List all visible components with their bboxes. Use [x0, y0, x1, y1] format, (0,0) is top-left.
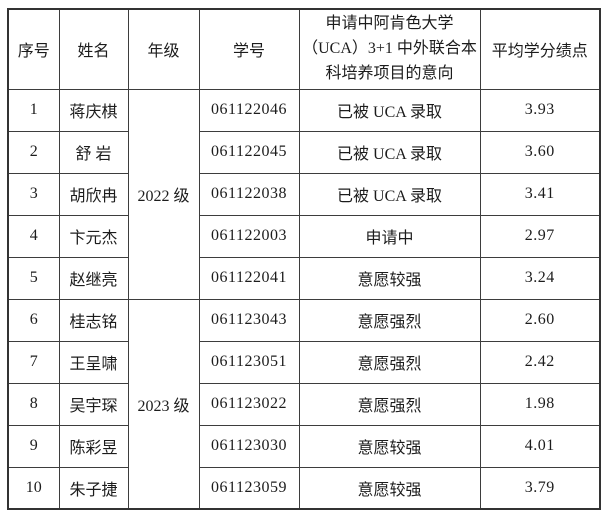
table-row: 5 赵继亮 061122041 意愿较强 3.24 [7, 256, 601, 300]
cell-name: 蒋庆棋 [58, 88, 129, 132]
cell-grade-2022: 2022 级 [127, 88, 200, 300]
cell-student-id: 061123043 [198, 298, 300, 342]
cell-student-id: 061122041 [198, 256, 300, 300]
cell-student-id: 061122038 [198, 172, 300, 216]
cell-no: 6 [7, 298, 60, 342]
cell-name: 陈彩昱 [58, 424, 129, 468]
table-header-row: 序号 姓名 年级 学号 申请中阿肯色大学（UCA）3+1 中外联合本科培养项目的… [7, 8, 601, 90]
cell-intention: 意愿强烈 [298, 382, 481, 426]
student-roster-table: 序号 姓名 年级 学号 申请中阿肯色大学（UCA）3+1 中外联合本科培养项目的… [7, 8, 601, 510]
cell-gpa: 2.60 [479, 298, 601, 342]
table-row: 8 吴宇琛 061123022 意愿强烈 1.98 [7, 382, 601, 426]
cell-name: 桂志铭 [58, 298, 129, 342]
cell-gpa: 3.79 [479, 466, 601, 510]
cell-name: 朱子捷 [58, 466, 129, 510]
cell-no: 5 [7, 256, 60, 300]
cell-name: 赵继亮 [58, 256, 129, 300]
cell-gpa: 4.01 [479, 424, 601, 468]
cell-student-id: 061123051 [198, 340, 300, 384]
cell-no: 8 [7, 382, 60, 426]
cell-intention: 意愿较强 [298, 424, 481, 468]
cell-no: 1 [7, 88, 60, 132]
header-gpa: 平均学分绩点 [479, 8, 601, 90]
table-row: 2 舒 岩 061122045 已被 UCA 录取 3.60 [7, 130, 601, 174]
table-row: 10 朱子捷 061123059 意愿较强 3.79 [7, 466, 601, 510]
cell-student-id: 061122045 [198, 130, 300, 174]
cell-gpa: 1.98 [479, 382, 601, 426]
cell-student-id: 061123059 [198, 466, 300, 510]
cell-no: 10 [7, 466, 60, 510]
table-row: 1 蒋庆棋 2022 级 061122046 已被 UCA 录取 3.93 [7, 88, 601, 300]
cell-grade-2023: 2023 级 [127, 298, 200, 510]
cell-no: 4 [7, 214, 60, 258]
header-student-id: 学号 [198, 8, 300, 90]
cell-name: 舒 岩 [58, 130, 129, 174]
cell-intention: 意愿较强 [298, 256, 481, 300]
cell-no: 9 [7, 424, 60, 468]
cell-name: 胡欣冉 [58, 172, 129, 216]
header-name: 姓名 [58, 8, 129, 90]
cell-no: 3 [7, 172, 60, 216]
cell-intention: 已被 UCA 录取 [298, 88, 481, 132]
cell-student-id: 061122003 [198, 214, 300, 258]
cell-gpa: 3.41 [479, 172, 601, 216]
cell-gpa: 2.97 [479, 214, 601, 258]
table-row: 4 卞元杰 061122003 申请中 2.97 [7, 214, 601, 258]
cell-no: 7 [7, 340, 60, 384]
cell-student-id: 061122046 [198, 88, 300, 132]
cell-student-id: 061123022 [198, 382, 300, 426]
cell-gpa: 2.42 [479, 340, 601, 384]
table-row: 7 王呈啸 061123051 意愿强烈 2.42 [7, 340, 601, 384]
cell-student-id: 061123030 [198, 424, 300, 468]
cell-name: 卞元杰 [58, 214, 129, 258]
header-intention: 申请中阿肯色大学（UCA）3+1 中外联合本科培养项目的意向 [298, 8, 481, 90]
cell-intention: 已被 UCA 录取 [298, 130, 481, 174]
cell-intention: 已被 UCA 录取 [298, 172, 481, 216]
cell-intention: 意愿较强 [298, 466, 481, 510]
table-row: 9 陈彩昱 061123030 意愿较强 4.01 [7, 424, 601, 468]
cell-name: 吴宇琛 [58, 382, 129, 426]
table-row: 3 胡欣冉 061122038 已被 UCA 录取 3.41 [7, 172, 601, 216]
table-row: 6 桂志铭 2023 级 061123043 意愿强烈 2.60 [7, 298, 601, 510]
cell-intention: 意愿强烈 [298, 298, 481, 342]
cell-intention: 意愿强烈 [298, 340, 481, 384]
cell-intention: 申请中 [298, 214, 481, 258]
cell-name: 王呈啸 [58, 340, 129, 384]
cell-no: 2 [7, 130, 60, 174]
cell-gpa: 3.24 [479, 256, 601, 300]
cell-gpa: 3.60 [479, 130, 601, 174]
header-no: 序号 [7, 8, 60, 90]
cell-gpa: 3.93 [479, 88, 601, 132]
header-grade: 年级 [127, 8, 200, 90]
